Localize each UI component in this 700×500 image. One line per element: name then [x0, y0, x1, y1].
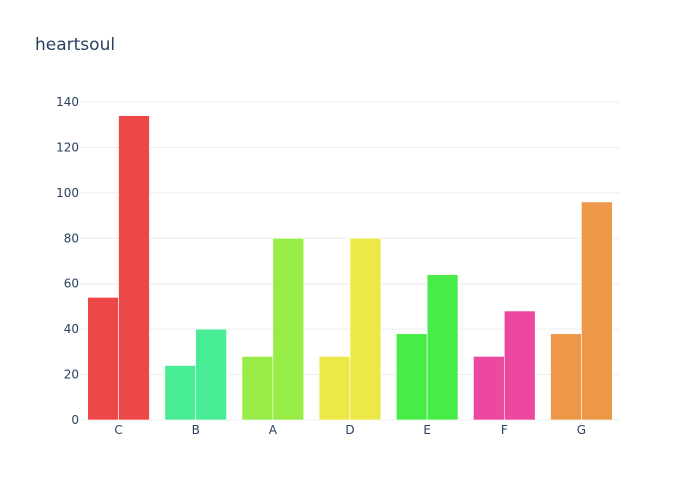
x-tick-label: G — [577, 423, 586, 437]
y-tick-label: 80 — [64, 231, 79, 245]
bar-b-1 — [164, 365, 197, 421]
bar-d-2 — [349, 237, 382, 421]
x-tick-label: E — [423, 423, 431, 437]
y-tick-label: 0 — [71, 413, 79, 427]
bars — [87, 115, 613, 421]
x-tick-label: D — [345, 423, 354, 437]
y-tick-label: 100 — [56, 186, 79, 200]
bar-a-2 — [272, 237, 305, 421]
x-tick-label: C — [114, 423, 122, 437]
y-tick-label: 60 — [64, 277, 79, 291]
x-tick-label: F — [501, 423, 508, 437]
bar-e-1 — [395, 333, 428, 421]
x-tick-label: B — [192, 423, 200, 437]
bar-a-1 — [241, 356, 274, 421]
bar-c-1 — [87, 297, 119, 421]
y-tick-label: 40 — [64, 322, 79, 336]
y-tick-label: 120 — [56, 140, 79, 154]
bar-e-2 — [426, 274, 459, 421]
x-tick-label: A — [269, 423, 278, 437]
bar-c-2 — [118, 115, 150, 421]
y-tick-label: 140 — [56, 95, 79, 109]
y-tick-label: 20 — [64, 368, 79, 382]
chart-title: heartsoul — [35, 35, 115, 55]
bar-f-1 — [473, 356, 505, 421]
bar-g-2 — [581, 201, 613, 421]
y-axis-ticks: 0 20 40 60 80 100 120 140 — [56, 95, 79, 427]
bar-b-2 — [195, 328, 227, 421]
bar-f-2 — [503, 310, 536, 421]
bar-g-1 — [550, 333, 582, 421]
bar-d-1 — [318, 356, 351, 421]
